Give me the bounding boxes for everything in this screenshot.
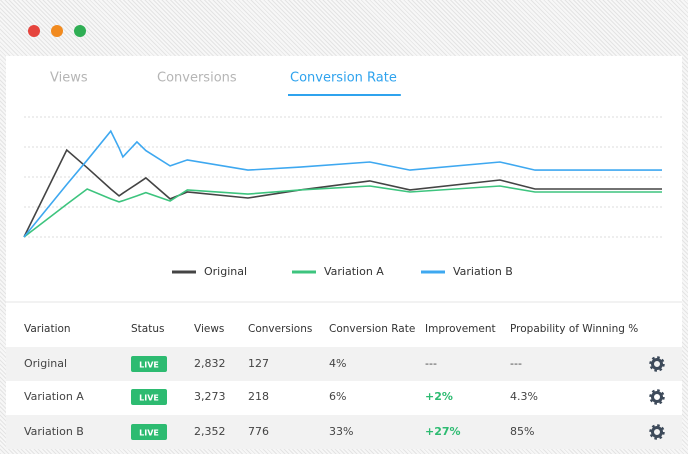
table-cell: 2,352 (194, 425, 226, 438)
column-header: Improvement (425, 323, 496, 335)
status-text: LIVE (139, 394, 159, 403)
table-cell: +27% (425, 425, 461, 438)
row-bg (6, 347, 682, 381)
table-cell: 776 (248, 425, 269, 438)
table-cell: --- (510, 357, 522, 370)
status-badge (131, 424, 167, 440)
table-cell: 218 (248, 390, 269, 403)
minimize-dot[interactable] (51, 25, 63, 37)
column-header: Status (131, 323, 164, 335)
table-cell: 2,832 (194, 357, 226, 370)
maximize-dot[interactable] (74, 25, 86, 37)
status-text: LIVE (139, 429, 159, 438)
settings-icon[interactable] (649, 356, 665, 372)
table-cell: Variation B (24, 425, 84, 438)
table-cell: 85% (510, 425, 534, 438)
series-line (23, 185, 662, 238)
settings-icon[interactable] (649, 424, 665, 440)
column-header: Views (194, 323, 224, 335)
status-badge (131, 356, 167, 372)
legend-label: Variation B (453, 265, 513, 278)
table-cell: +2% (425, 390, 453, 403)
table-cell: 3,273 (194, 390, 226, 403)
legend-label: Original (204, 265, 247, 278)
gear-teeth[interactable] (649, 356, 665, 372)
gear-body[interactable] (651, 426, 663, 438)
series-line (23, 129, 662, 238)
gear-body[interactable] (651, 358, 663, 370)
tab[interactable]: Conversion Rate (290, 71, 397, 86)
gear-teeth[interactable] (649, 424, 665, 440)
table-cell: 6% (329, 390, 346, 403)
status-text: LIVE (139, 361, 159, 370)
column-header: Conversion Rate (329, 323, 415, 335)
tab[interactable]: Views (50, 71, 88, 86)
table-cell: 4.3% (510, 390, 538, 403)
gear-teeth[interactable] (649, 389, 665, 405)
settings-icon[interactable] (649, 389, 665, 405)
column-header: Conversions (248, 323, 312, 335)
card (6, 56, 682, 448)
table-cell: Variation A (24, 390, 84, 403)
status-badge (131, 389, 167, 405)
tab[interactable]: Conversions (157, 71, 237, 86)
column-header: Propability of Winning % (510, 323, 638, 335)
table-cell: 33% (329, 425, 353, 438)
close-dot[interactable] (28, 25, 40, 37)
table-cell: 4% (329, 357, 346, 370)
column-header: Variation (24, 323, 71, 335)
table-cell: --- (425, 357, 437, 370)
series-line (23, 148, 662, 238)
row-bg (6, 415, 682, 449)
legend-label: Variation A (324, 265, 384, 278)
gear-body[interactable] (651, 391, 663, 403)
table-cell: Original (24, 357, 67, 370)
tab-underline (288, 94, 401, 96)
table-cell: 127 (248, 357, 269, 370)
